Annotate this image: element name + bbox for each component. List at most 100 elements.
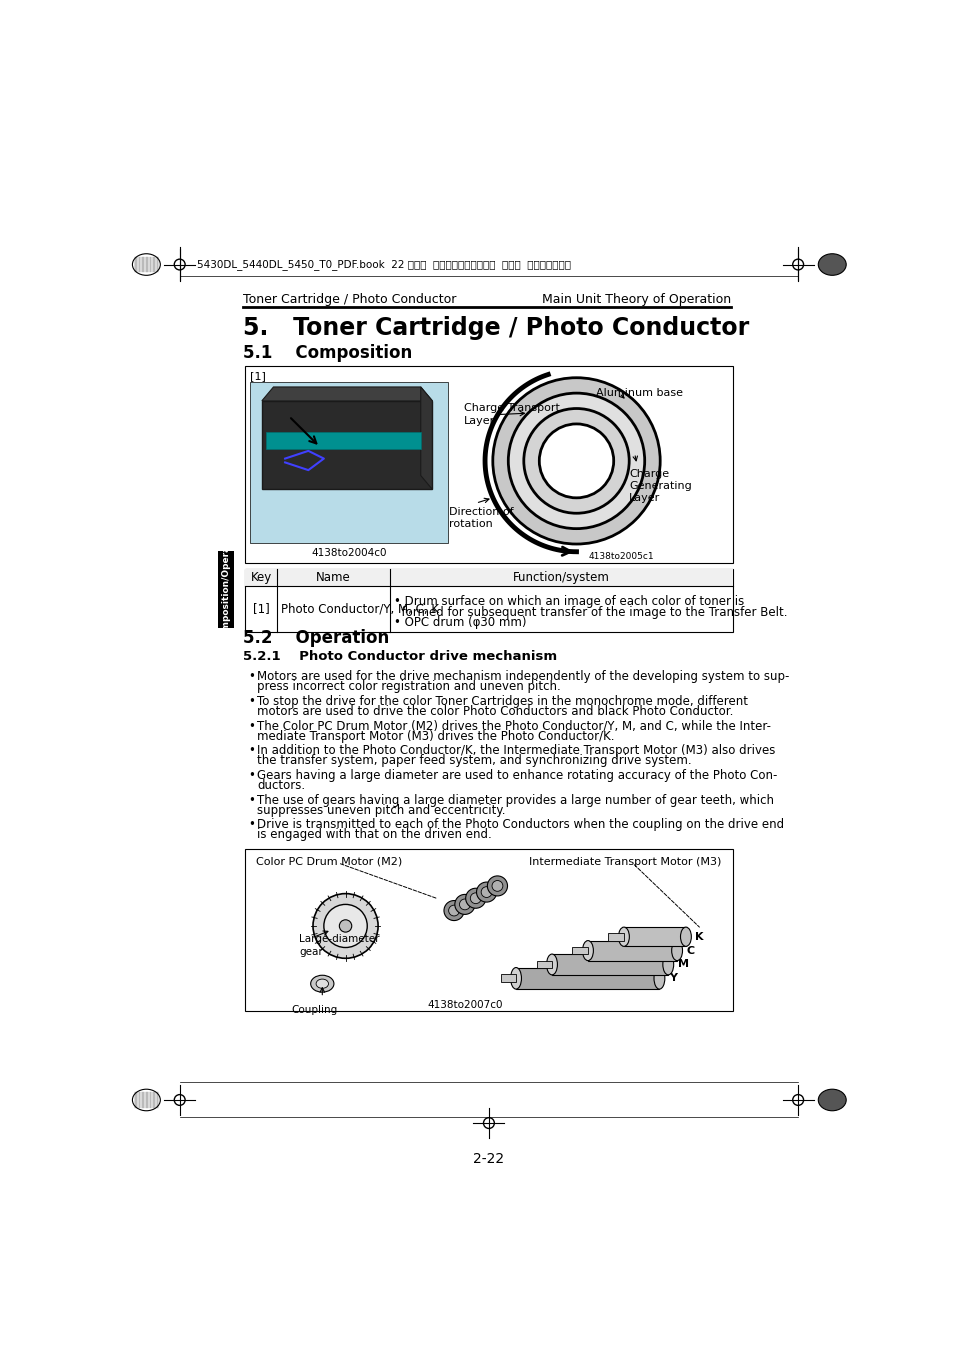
Ellipse shape [662, 954, 673, 975]
Text: • Drum surface on which an image of each color of toner is: • Drum surface on which an image of each… [394, 594, 743, 608]
Circle shape [455, 894, 475, 915]
Ellipse shape [671, 940, 681, 961]
Text: mediate Transport Motor (M3) drives the Photo Conductor/K.: mediate Transport Motor (M3) drives the … [257, 730, 614, 743]
Ellipse shape [315, 979, 328, 989]
Text: •: • [249, 769, 255, 782]
Circle shape [470, 893, 480, 904]
Circle shape [480, 886, 492, 897]
Circle shape [493, 378, 659, 544]
Text: Charge Transport
Layer: Charge Transport Layer [464, 403, 559, 426]
Text: Key: Key [251, 570, 272, 584]
Polygon shape [420, 386, 432, 489]
Text: Drive is transmitted to each of the Photo Conductors when the coupling on the dr: Drive is transmitted to each of the Phot… [257, 819, 783, 831]
Ellipse shape [132, 1089, 160, 1111]
Text: press incorrect color registration and uneven pitch.: press incorrect color registration and u… [257, 681, 560, 693]
Circle shape [459, 898, 470, 909]
Circle shape [313, 893, 377, 958]
Circle shape [465, 888, 485, 908]
Circle shape [339, 920, 352, 932]
Text: C: C [685, 946, 694, 955]
Text: II Composition/Operation: II Composition/Operation [221, 526, 231, 653]
Text: The use of gears having a large diameter provides a large number of gear teeth, : The use of gears having a large diameter… [257, 793, 774, 807]
Text: 5.2    Operation: 5.2 Operation [243, 630, 389, 647]
Bar [261, 401, 432, 489]
Bar [516, 967, 659, 989]
Text: ductors.: ductors. [257, 780, 305, 792]
Circle shape [508, 393, 644, 528]
Text: Main Unit Theory of Operation: Main Unit Theory of Operation [542, 293, 731, 305]
Circle shape [538, 424, 613, 497]
Text: Aluminum base: Aluminum base [596, 388, 682, 397]
Text: • OPC drum (φ30 mm): • OPC drum (φ30 mm) [394, 616, 525, 630]
Text: Coupling: Coupling [291, 1005, 337, 1015]
Text: 4138to2005c1: 4138to2005c1 [587, 551, 653, 561]
Text: [1]: [1] [250, 372, 266, 381]
Polygon shape [261, 386, 432, 401]
Text: Direction of
rotation: Direction of rotation [448, 507, 513, 530]
Text: Large-diameter
gear: Large-diameter gear [298, 934, 379, 957]
Text: Photo Conductor/Y, M, C, K: Photo Conductor/Y, M, C, K [281, 603, 438, 615]
Ellipse shape [618, 927, 629, 946]
Text: formed for subsequent transfer of the image to the Transfer Belt.: formed for subsequent transfer of the im… [394, 605, 786, 619]
Text: The Color PC Drum Motor (M2) drives the Photo Conductor/Y, M, and C, while the I: The Color PC Drum Motor (M2) drives the … [257, 720, 770, 732]
Text: 5.   Toner Cartridge / Photo Conductor: 5. Toner Cartridge / Photo Conductor [243, 316, 749, 339]
Text: In addition to the Photo Conductor/K, the Intermediate Transport Motor (M3) also: In addition to the Photo Conductor/K, th… [257, 744, 775, 758]
Text: •: • [249, 744, 255, 758]
Ellipse shape [582, 940, 593, 961]
Text: •: • [249, 793, 255, 807]
Circle shape [448, 905, 459, 916]
Circle shape [476, 882, 497, 902]
Text: •: • [249, 720, 255, 732]
Text: Charge
Generating
Layer: Charge Generating Layer [629, 469, 691, 504]
Bar [245, 569, 732, 585]
Circle shape [443, 901, 464, 920]
Bar [245, 569, 732, 632]
Text: motors are used to drive the color Photo Conductors and black Photo Conductor.: motors are used to drive the color Photo… [257, 705, 733, 717]
Ellipse shape [132, 254, 160, 276]
Bar [587, 940, 677, 961]
Bar [266, 431, 420, 449]
Ellipse shape [546, 954, 557, 975]
Circle shape [492, 881, 502, 892]
Bar [245, 366, 732, 562]
Circle shape [323, 904, 367, 947]
Bar [245, 848, 732, 1011]
Text: 4138to2007c0: 4138to2007c0 [428, 1000, 503, 1009]
Bar [572, 947, 587, 954]
Text: suppresses uneven pitch and eccentricity.: suppresses uneven pitch and eccentricity… [257, 804, 505, 816]
Ellipse shape [818, 254, 845, 276]
Bar [218, 551, 233, 628]
Text: the transfer system, paper feed system, and synchronizing drive system.: the transfer system, paper feed system, … [257, 754, 691, 767]
Ellipse shape [679, 927, 691, 946]
Text: •: • [249, 670, 255, 684]
Text: •: • [249, 819, 255, 831]
Text: Color PC Drum Motor (M2): Color PC Drum Motor (M2) [256, 857, 402, 866]
Circle shape [487, 875, 507, 896]
Text: To stop the drive for the color Toner Cartridges in the monochrome mode, differe: To stop the drive for the color Toner Ca… [257, 694, 747, 708]
Ellipse shape [818, 1089, 845, 1111]
Ellipse shape [654, 967, 664, 989]
Text: Name: Name [315, 570, 351, 584]
Text: Y: Y [668, 973, 676, 984]
Bar [623, 927, 685, 946]
Circle shape [523, 408, 629, 513]
Ellipse shape [510, 967, 521, 989]
Text: •: • [249, 694, 255, 708]
Text: Gears having a large diameter are used to enhance rotating accuracy of the Photo: Gears having a large diameter are used t… [257, 769, 777, 782]
Bar [250, 381, 447, 543]
Text: 5.2.1    Photo Conductor drive mechanism: 5.2.1 Photo Conductor drive mechanism [243, 650, 557, 663]
Text: M: M [677, 959, 688, 970]
Bar [608, 934, 623, 940]
Bar [552, 954, 667, 975]
Text: K: K [695, 932, 703, 942]
Ellipse shape [311, 975, 334, 992]
Text: [1]: [1] [253, 603, 269, 615]
Text: 2-22: 2-22 [473, 1152, 504, 1166]
Text: Intermediate Transport Motor (M3): Intermediate Transport Motor (M3) [529, 857, 720, 866]
Text: 5.1    Composition: 5.1 Composition [243, 345, 412, 362]
Text: Toner Cartridge / Photo Conductor: Toner Cartridge / Photo Conductor [243, 293, 456, 305]
Text: Function/system: Function/system [513, 570, 609, 584]
Text: 5430DL_5440DL_5450_T0_PDF.book  22 ページ  ２００５年４月１２日  火曜日  午後４時４９分: 5430DL_5440DL_5450_T0_PDF.book 22 ページ ２０… [196, 259, 570, 270]
Text: is engaged with that on the driven end.: is engaged with that on the driven end. [257, 828, 492, 842]
Bar [536, 961, 552, 969]
